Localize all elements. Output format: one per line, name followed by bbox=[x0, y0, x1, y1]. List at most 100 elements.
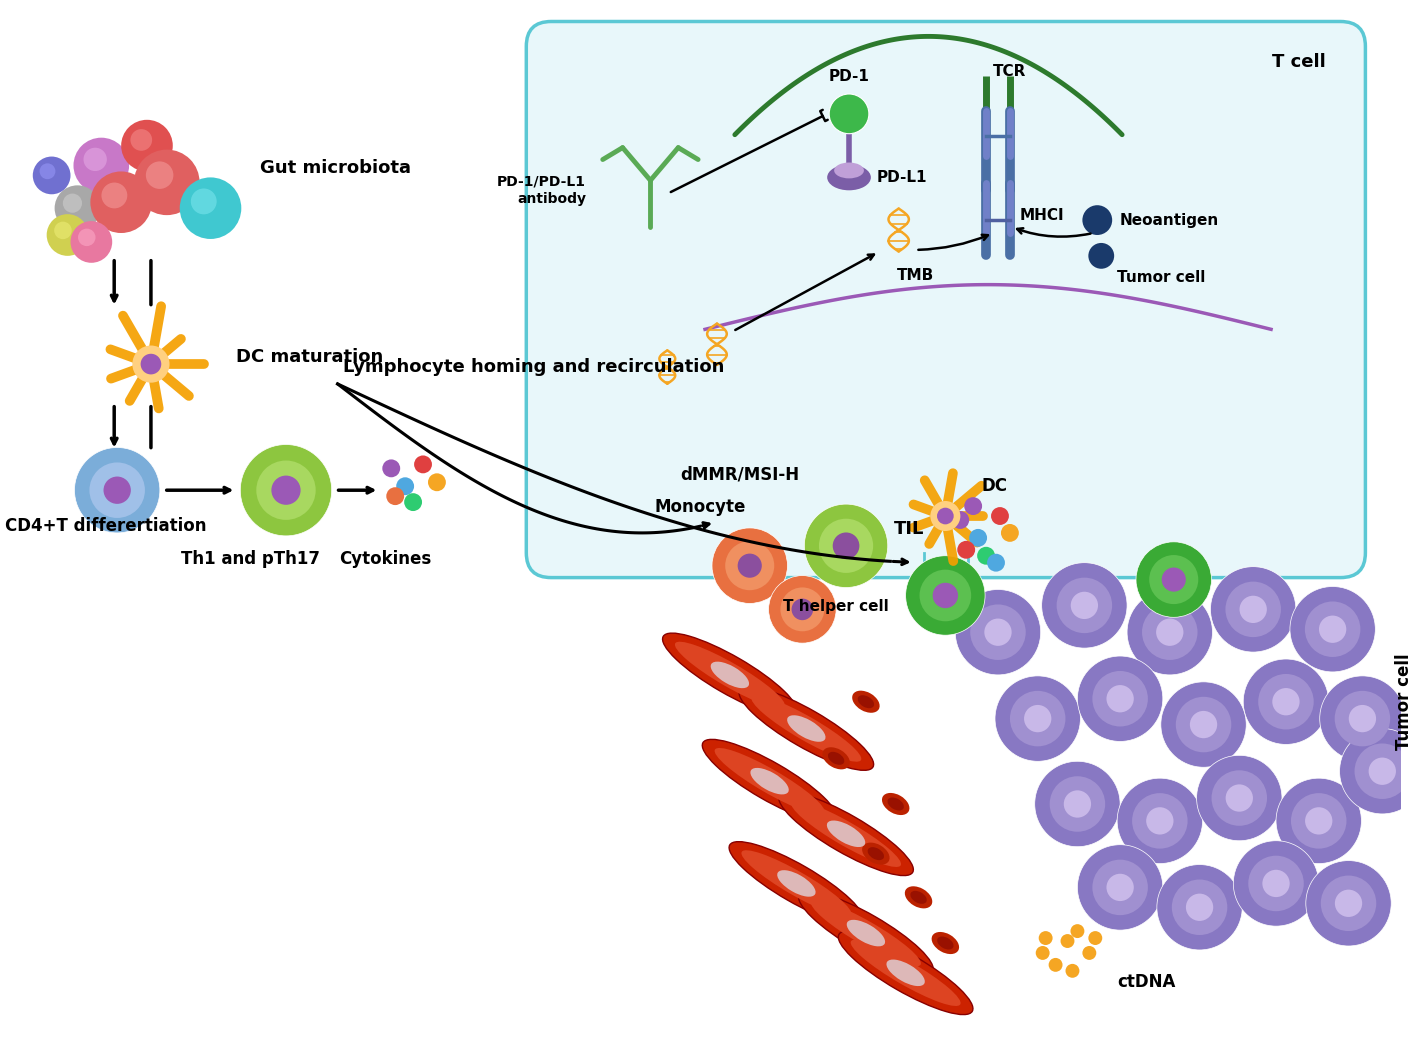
Circle shape bbox=[1041, 563, 1127, 648]
Circle shape bbox=[930, 501, 961, 531]
Circle shape bbox=[1276, 778, 1362, 864]
Text: DC: DC bbox=[981, 477, 1007, 495]
Circle shape bbox=[792, 599, 813, 620]
Circle shape bbox=[920, 570, 971, 622]
Text: ctDNA: ctDNA bbox=[1118, 973, 1175, 991]
Circle shape bbox=[133, 346, 169, 383]
Circle shape bbox=[937, 508, 954, 524]
Text: TMB: TMB bbox=[897, 268, 934, 282]
Circle shape bbox=[55, 186, 100, 231]
Ellipse shape bbox=[792, 800, 902, 867]
Text: MHCI: MHCI bbox=[1020, 208, 1064, 222]
Circle shape bbox=[32, 157, 71, 194]
Ellipse shape bbox=[811, 900, 921, 966]
Ellipse shape bbox=[862, 843, 889, 865]
Circle shape bbox=[1321, 875, 1376, 931]
Ellipse shape bbox=[937, 936, 954, 950]
Circle shape bbox=[134, 149, 199, 215]
Text: Neoantigen: Neoantigen bbox=[1119, 213, 1218, 227]
Circle shape bbox=[1064, 790, 1091, 818]
Circle shape bbox=[971, 604, 1026, 660]
Ellipse shape bbox=[868, 847, 885, 861]
Circle shape bbox=[1189, 711, 1218, 738]
Circle shape bbox=[1024, 705, 1051, 732]
Circle shape bbox=[1335, 890, 1362, 917]
Circle shape bbox=[1088, 931, 1102, 945]
Ellipse shape bbox=[777, 870, 816, 897]
Circle shape bbox=[413, 456, 432, 473]
Circle shape bbox=[121, 119, 172, 171]
Circle shape bbox=[1197, 756, 1283, 841]
Ellipse shape bbox=[827, 820, 865, 847]
Circle shape bbox=[957, 541, 975, 558]
Ellipse shape bbox=[886, 959, 924, 986]
Circle shape bbox=[1355, 743, 1410, 799]
Circle shape bbox=[951, 511, 969, 529]
Circle shape bbox=[1036, 946, 1050, 960]
Circle shape bbox=[985, 619, 1012, 646]
Ellipse shape bbox=[823, 747, 849, 769]
Circle shape bbox=[1071, 592, 1098, 619]
Ellipse shape bbox=[838, 931, 974, 1014]
Ellipse shape bbox=[799, 892, 933, 975]
Text: Lymphocyte homing and recirculation: Lymphocyte homing and recirculation bbox=[343, 358, 724, 376]
Text: PD-1: PD-1 bbox=[828, 70, 869, 84]
Circle shape bbox=[1225, 581, 1281, 637]
Circle shape bbox=[1082, 206, 1112, 235]
Circle shape bbox=[47, 214, 89, 255]
Circle shape bbox=[1136, 542, 1212, 618]
Circle shape bbox=[1319, 676, 1405, 761]
Circle shape bbox=[387, 487, 404, 506]
Circle shape bbox=[102, 183, 127, 209]
Circle shape bbox=[130, 129, 152, 151]
Circle shape bbox=[1226, 785, 1253, 812]
Ellipse shape bbox=[729, 842, 864, 925]
Circle shape bbox=[1065, 964, 1079, 978]
Ellipse shape bbox=[910, 891, 927, 904]
Circle shape bbox=[964, 497, 982, 515]
Circle shape bbox=[1078, 656, 1163, 741]
Circle shape bbox=[40, 163, 55, 180]
Circle shape bbox=[995, 676, 1081, 761]
Text: T helper cell: T helper cell bbox=[783, 599, 889, 614]
Circle shape bbox=[396, 477, 413, 495]
Circle shape bbox=[1263, 870, 1290, 897]
Circle shape bbox=[1335, 691, 1390, 746]
Ellipse shape bbox=[711, 661, 749, 688]
Circle shape bbox=[73, 138, 128, 193]
Circle shape bbox=[1057, 577, 1112, 633]
Text: Gut microbiota: Gut microbiota bbox=[260, 160, 411, 177]
Circle shape bbox=[969, 529, 988, 547]
Circle shape bbox=[103, 476, 131, 503]
Circle shape bbox=[1259, 674, 1314, 730]
Circle shape bbox=[179, 177, 241, 239]
Circle shape bbox=[1305, 601, 1360, 657]
Circle shape bbox=[1239, 596, 1267, 623]
Circle shape bbox=[63, 193, 82, 213]
Circle shape bbox=[1156, 619, 1184, 646]
Circle shape bbox=[1149, 555, 1198, 604]
Circle shape bbox=[1157, 865, 1242, 950]
Circle shape bbox=[78, 228, 96, 246]
Circle shape bbox=[738, 553, 762, 578]
Circle shape bbox=[83, 147, 107, 171]
Circle shape bbox=[404, 493, 422, 511]
Circle shape bbox=[769, 576, 837, 644]
Text: CD4+T differertiation: CD4+T differertiation bbox=[6, 517, 206, 535]
Circle shape bbox=[1106, 685, 1134, 712]
Circle shape bbox=[955, 590, 1041, 675]
Circle shape bbox=[90, 171, 152, 233]
Circle shape bbox=[818, 519, 873, 573]
Circle shape bbox=[75, 447, 159, 532]
Circle shape bbox=[1000, 524, 1019, 542]
Circle shape bbox=[1034, 761, 1120, 847]
Text: Tumor cell: Tumor cell bbox=[1118, 270, 1205, 285]
Circle shape bbox=[54, 222, 72, 239]
Circle shape bbox=[1141, 604, 1198, 660]
Ellipse shape bbox=[714, 748, 824, 815]
Circle shape bbox=[257, 461, 316, 520]
Circle shape bbox=[933, 582, 958, 608]
Circle shape bbox=[713, 528, 787, 603]
Ellipse shape bbox=[787, 715, 825, 742]
Ellipse shape bbox=[751, 768, 789, 794]
